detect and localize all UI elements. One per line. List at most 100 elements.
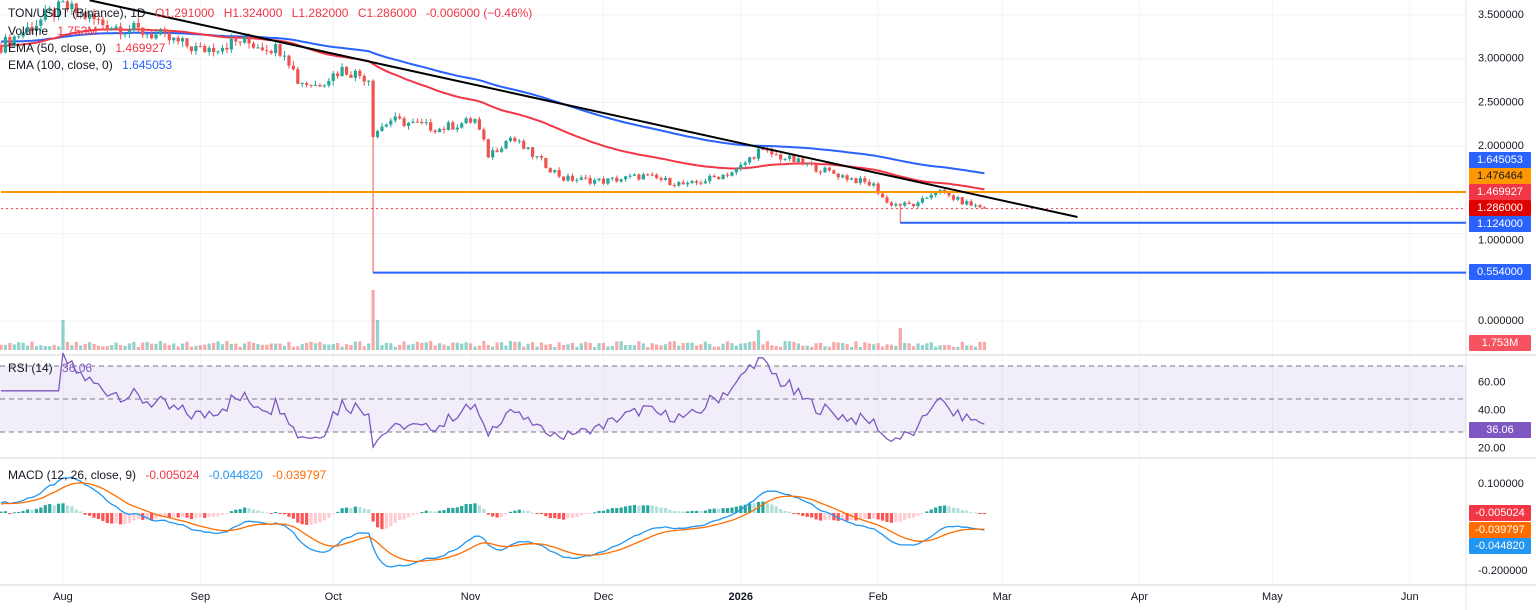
volume-bar	[118, 345, 123, 350]
macd-histogram-bar	[911, 513, 916, 518]
price-badge: 1.286000	[1469, 200, 1531, 216]
volume-bar	[920, 345, 925, 350]
candle-body	[818, 171, 823, 173]
volume-bar	[375, 320, 380, 350]
candle-body	[561, 176, 566, 181]
candle-body	[398, 116, 402, 119]
macd-histogram-bar	[725, 508, 730, 513]
volume-bar	[167, 345, 171, 350]
candle-body	[380, 126, 384, 131]
candle-body	[48, 9, 52, 11]
candle-body	[628, 175, 632, 177]
rsi-legend[interactable]: RSI (14) 36.06	[8, 361, 98, 375]
volume-bar	[433, 345, 437, 350]
candle-body	[486, 139, 490, 158]
volume-bar	[801, 345, 805, 350]
candle-body	[251, 43, 256, 48]
candle-body	[876, 183, 880, 194]
candle-body	[455, 127, 459, 130]
macd-histogram-bar	[185, 513, 189, 518]
candle-body	[690, 181, 694, 183]
symbol-legend: TON/USDT (Binance), 1D O1.291000 H1.3240…	[8, 6, 538, 20]
macd-legend[interactable]: MACD (12, 26, close, 9) -0.005024 -0.044…	[8, 468, 332, 482]
candle-body	[694, 181, 699, 183]
volume-bar	[535, 346, 539, 350]
ohlc-open: O1.291000	[154, 6, 215, 20]
volume-bar	[792, 341, 796, 350]
macd-histogram-bar	[424, 510, 428, 513]
macd-histogram-bar	[783, 510, 787, 513]
volume-bar	[588, 342, 592, 350]
volume-bar	[203, 344, 207, 350]
volume-bar	[597, 343, 601, 350]
macd-histogram-bar	[87, 513, 92, 516]
candle-body	[158, 30, 163, 35]
candle-body	[61, 1, 65, 3]
macd-histogram-bar	[659, 507, 663, 513]
macd-histogram-bar	[668, 509, 672, 513]
volume-bar	[420, 342, 424, 350]
macd-histogram-bar	[517, 509, 521, 513]
macd-histogram-bar	[929, 509, 933, 513]
candle-body	[367, 80, 371, 82]
volume-bar	[982, 341, 987, 350]
volume-value: 1.753M	[57, 24, 98, 38]
macd-histogram-bar	[393, 513, 397, 523]
volume-bar	[885, 344, 889, 350]
volume-bar	[83, 343, 87, 350]
macd-histogram-bar	[880, 513, 885, 521]
macd-histogram-bar	[672, 511, 676, 513]
macd-histogram-bar	[721, 508, 725, 513]
volume-bar	[779, 346, 783, 350]
volume-bar	[863, 342, 867, 350]
candle-body	[114, 26, 118, 29]
macd-histogram-bar	[154, 513, 158, 520]
volume-bar	[925, 343, 929, 350]
macd-histogram-bar	[260, 511, 264, 513]
ema100-legend[interactable]: EMA (100, close, 0) 1.645053	[8, 58, 178, 72]
candle-body	[717, 177, 721, 180]
symbol-title[interactable]: TON/USDT (Binance), 1D	[8, 6, 146, 20]
macd-histogram-bar	[841, 513, 845, 521]
candle-body	[274, 44, 278, 54]
candle-body	[460, 123, 464, 128]
candle-body	[43, 10, 47, 20]
candle-body	[646, 174, 650, 176]
ema50-legend[interactable]: EMA (50, close, 0) 1.469927	[8, 41, 171, 55]
volume-bar	[810, 346, 814, 350]
candle-body	[517, 140, 521, 142]
volume-bar	[384, 342, 388, 350]
macd-histogram-bar	[8, 513, 12, 514]
volume-legend[interactable]: Volume 1.753M	[8, 24, 103, 38]
candle-body	[734, 168, 738, 173]
candle-body	[982, 207, 987, 209]
macd-histogram-bar	[21, 510, 25, 513]
macd-histogram-bar	[681, 511, 685, 513]
candle-body	[491, 150, 495, 158]
volume-bar	[189, 346, 194, 350]
macd-histogram-bar	[650, 505, 654, 513]
macd-histogram-bar	[39, 507, 43, 513]
candle-body	[65, 1, 70, 10]
macd-hist-value: -0.005024	[145, 468, 200, 482]
macd-histogram-bar	[468, 503, 473, 513]
candle-body	[185, 38, 189, 47]
volume-bar	[699, 344, 703, 350]
macd-histogram-bar	[291, 513, 295, 519]
badge-background	[1469, 184, 1531, 200]
macd-histogram-bar	[942, 505, 947, 513]
candle-body	[96, 19, 101, 21]
volume-bar	[437, 343, 442, 350]
volume-bar	[234, 343, 238, 350]
macd-histogram-bar	[522, 510, 526, 513]
candle-body	[610, 177, 614, 179]
rsi-axis-label: 40.00	[1478, 404, 1506, 416]
time-axis-label: Feb	[869, 591, 888, 603]
volume-bar	[291, 346, 295, 350]
candle-body	[402, 118, 406, 126]
macd-histogram-bar	[309, 513, 313, 525]
candle-body	[686, 182, 690, 185]
candle-body	[677, 182, 681, 186]
volume-bar	[181, 343, 185, 350]
